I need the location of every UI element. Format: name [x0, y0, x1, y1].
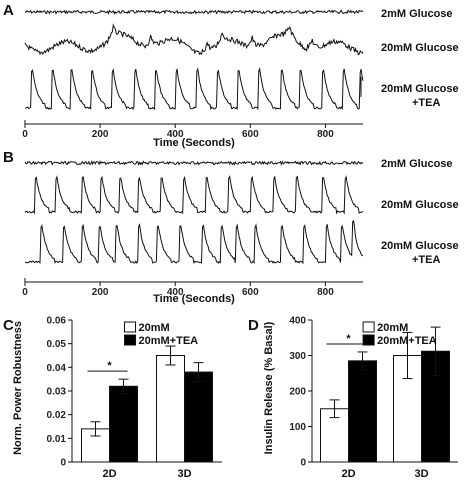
legend-swatch [124, 334, 136, 346]
legend-swatch [124, 321, 136, 333]
series-label-a-20mm-tea-line1: 20mM Glucose [381, 83, 459, 95]
y-axis-label-c: Norm. Power Robustness [12, 321, 24, 455]
bar-panel-c: Norm. Power Robustness 0 0.01 0.02 0.03 0.04… [12, 316, 222, 480]
category-label: 3D [177, 468, 191, 480]
series-label-b-20mm: 20mM Glucose [381, 199, 459, 211]
category-label: 3D [414, 468, 428, 480]
x-axis-label-a: Time (Seconds) [153, 137, 235, 149]
x-tick-label: 0 [22, 287, 28, 298]
series-label-a-20mm: 20mM Glucose [381, 42, 459, 54]
bar [109, 385, 138, 463]
y-tick-label: 400 [289, 316, 306, 327]
bar [184, 371, 213, 463]
x-tick-label: 200 [92, 287, 109, 298]
x-tick-label: 600 [242, 287, 259, 298]
trace-a-20mm-glucose-tea [24, 67, 364, 111]
x-axis-label-b: Time (Seconds) [153, 293, 235, 305]
category-label: 2D [341, 468, 355, 480]
significance-marker: * [107, 360, 112, 372]
panel-label-b: B [3, 149, 14, 166]
y-tick-label: 0 [300, 458, 306, 469]
y-tick-label: 100 [289, 422, 306, 433]
legend-label: 20mM [377, 322, 408, 334]
panel-label-d: D [248, 317, 259, 334]
trace-panel-a: 2mM Glucose 20mM Glucose 20mM Glucose +T… [22, 8, 458, 149]
legend-swatch [362, 334, 375, 346]
y-tick-label: 0 [60, 458, 66, 469]
y-tick-label: 0.01 [47, 434, 67, 445]
category-label: 2D [102, 468, 116, 480]
legend-label: 20mM [139, 322, 170, 334]
series-label-b-2mm: 2mM Glucose [381, 158, 453, 170]
series-label-a-2mm: 2mM Glucose [381, 8, 453, 20]
bar-panel-d: Insulin Release (% Basal) 0 100 200 300 400 2… [263, 316, 458, 480]
bar-chart-c: 0 0.01 0.02 0.03 0.04 0.05 0.06 2D 3D * 20mM20mM+T… [47, 316, 222, 480]
panel-label-c: C [3, 317, 14, 334]
x-tick-label: 800 [317, 287, 334, 298]
x-tick-label: 400 [167, 129, 184, 140]
panel-label-a: A [3, 2, 14, 19]
series-label-a-20mm-tea-line2: +TEA [412, 97, 440, 109]
trace-b-20mm-glucose-tea [24, 220, 364, 265]
x-tick-label: 400 [167, 287, 184, 298]
y-axis-label-d: Insulin Release (% Basal) [263, 321, 275, 454]
x-ticks-a: 0 200 400 600 800 [22, 124, 334, 140]
significance-marker: * [346, 333, 351, 345]
trace-b-20mm-glucose [24, 174, 364, 215]
x-tick-label: 600 [242, 129, 259, 140]
trace-panel-b: 2mM Glucose 20mM Glucose 20mM Glucose +T… [22, 158, 458, 305]
x-tick-label: 0 [22, 129, 28, 140]
legend-label: 20mM+TEA [377, 335, 437, 347]
y-tick-label: 0.06 [47, 316, 67, 327]
trace-a-2mm-glucose [24, 9, 364, 15]
x-tick-label: 200 [92, 129, 109, 140]
y-tick-label: 300 [289, 351, 306, 362]
series-label-b-20mm-tea-line2: +TEA [412, 254, 440, 266]
bar [348, 360, 377, 463]
trace-a-20mm-glucose [24, 23, 364, 56]
bar [156, 355, 185, 463]
y-tick-label: 0.03 [47, 387, 67, 398]
legend-swatch [362, 321, 375, 333]
y-tick-label: 200 [289, 387, 306, 398]
legend-label: 20mM+TEA [139, 335, 199, 347]
y-tick-label: 0.05 [47, 339, 67, 350]
x-tick-label: 800 [317, 129, 334, 140]
y-tick-label: 0.04 [47, 363, 67, 374]
x-ticks-b: 0 200 400 600 800 [22, 282, 334, 298]
y-tick-label: 0.02 [47, 410, 67, 421]
series-label-b-20mm-tea-line1: 20mM Glucose [381, 240, 459, 252]
trace-b-2mm-glucose [24, 160, 364, 167]
